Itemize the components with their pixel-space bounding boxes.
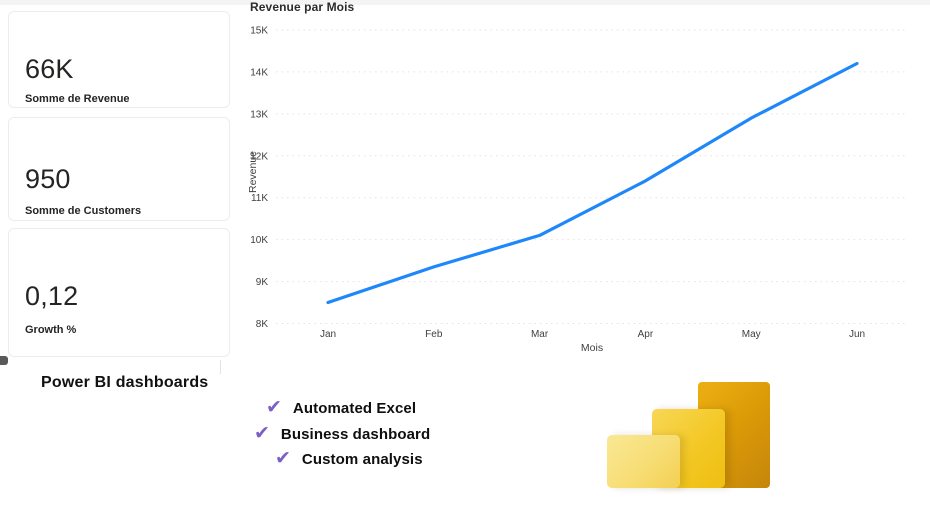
svg-text:13K: 13K [250, 109, 268, 120]
revenue-line-chart-svg[interactable]: 8K 9K 10K 11K 12K 13K 14K 15K Jan Feb Mar Apr May Jun… [240, 0, 930, 360]
checkmark-icon: ✔ [254, 423, 270, 444]
promo-heading: Power BI dashboards [41, 374, 209, 391]
kpi-label-customers: Somme de Customers [25, 205, 142, 217]
svg-text:11K: 11K [251, 193, 268, 204]
checklist-item-business-dashboard: ✔ Business dashboard [254, 423, 431, 445]
svg-text:8K: 8K [256, 319, 269, 330]
svg-text:9K: 9K [256, 277, 269, 288]
checklist-item-label: Automated Excel [292, 400, 417, 417]
svg-text:Mar: Mar [531, 329, 549, 340]
faint-divider-line [220, 360, 221, 374]
logo-bar-short-icon [607, 435, 680, 488]
kpi-label-growth: Growth % [25, 324, 77, 336]
kpi-value-growth: 0,12 [25, 281, 79, 311]
checklist-item-label: Business dashboard [280, 426, 431, 443]
svg-text:15K: 15K [250, 26, 268, 37]
svg-text:Mois: Mois [581, 342, 603, 354]
left-edge-artifact [0, 356, 8, 365]
svg-text:Feb: Feb [425, 329, 443, 340]
checklist-item-automated-excel: ✔ Automated Excel [266, 397, 417, 419]
svg-text:May: May [742, 329, 761, 340]
svg-text:Revenue: Revenue [247, 151, 259, 193]
svg-text:Jan: Jan [320, 329, 336, 340]
top-strip [0, 0, 930, 5]
svg-text:Jun: Jun [849, 329, 865, 340]
svg-text:Apr: Apr [638, 329, 654, 340]
svg-text:10K: 10K [250, 235, 268, 246]
checklist-item-label: Custom analysis [301, 451, 423, 468]
kpi-label-revenue: Somme de Revenue [25, 93, 130, 105]
checklist-item-custom-analysis: ✔ Custom analysis [275, 448, 423, 470]
checkmark-icon: ✔ [266, 397, 282, 418]
revenue-line-chart[interactable]: Revenue par Mois 8K 9K 10K 11K 12K 13K 14K 15K J… [240, 0, 930, 360]
chart-title: Revenue par Mois [250, 0, 355, 14]
power-bi-logo [590, 370, 810, 500]
svg-text:14K: 14K [250, 67, 268, 78]
kpi-value-customers: 950 [25, 164, 71, 194]
kpi-value-revenue: 66K [25, 54, 74, 84]
kpi-card-growth[interactable]: 0,12 Growth % [8, 228, 230, 357]
svg-text:12K: 12K [250, 151, 268, 162]
checkmark-icon: ✔ [275, 448, 291, 469]
kpi-card-revenue[interactable]: 66K Somme de Revenue [8, 11, 230, 108]
kpi-card-customers[interactable]: 950 Somme de Customers [8, 117, 230, 221]
